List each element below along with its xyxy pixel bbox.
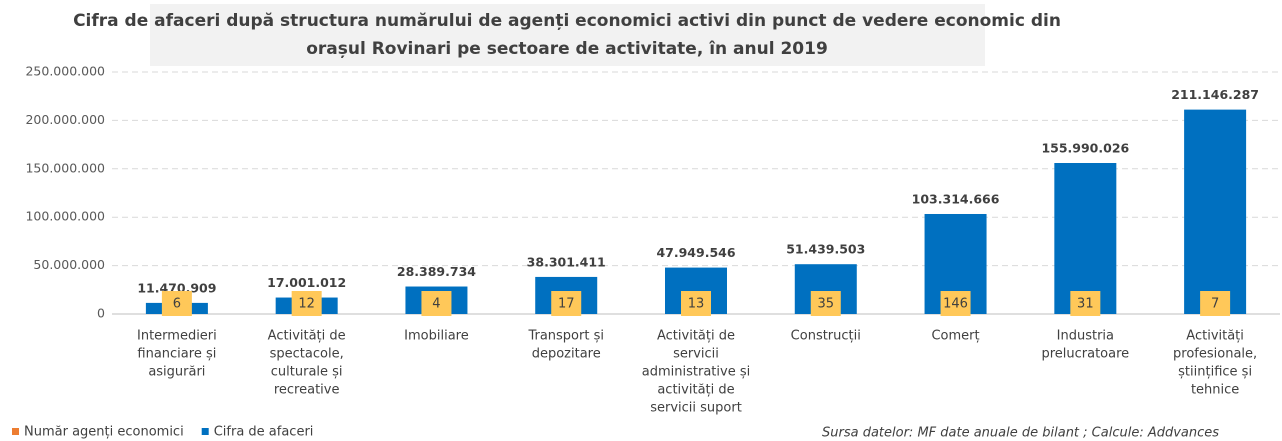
x-tick-label: Imobiliare: [404, 329, 469, 344]
x-tick-label: Transport și: [527, 329, 604, 344]
y-tick-label: 150.000.000: [25, 160, 105, 175]
count-label-box: [421, 291, 452, 316]
x-tick-label: profesionale,: [1173, 347, 1257, 362]
count-label: 12: [298, 297, 315, 312]
x-tick-label: Comerț: [931, 329, 979, 344]
value-label: 211.146.287: [1171, 87, 1259, 102]
x-tick-label: Construcții: [791, 329, 861, 344]
count-label-box: [810, 291, 841, 316]
value-label: 51.439.503: [786, 242, 865, 257]
x-tick-label: Intermedieri: [137, 329, 217, 344]
legend-swatch: [201, 428, 209, 435]
value-label: 11.470.909: [137, 280, 216, 295]
source-note: Sursa datelor: MF date anuale de bilant …: [822, 426, 1219, 441]
count-label-box: [291, 291, 322, 316]
chart-title: Cifra de afaceri după structura numărulu…: [73, 11, 1061, 31]
x-tick-label: financiare și: [137, 347, 216, 362]
x-tick-label: recreative: [274, 383, 340, 398]
x-tick-label: depozitare: [532, 347, 601, 362]
y-tick-label: 250.000.000: [25, 64, 105, 79]
count-label: 7: [1211, 297, 1219, 312]
chart-title: orașul Rovinari pe sectoare de activitat…: [306, 39, 828, 59]
count-label-box: [1200, 291, 1231, 316]
x-tick-label: spectacole,: [270, 347, 344, 362]
x-tick-label: activități de: [657, 383, 734, 398]
count-label-box: [1070, 291, 1101, 316]
x-tick-label: asigurări: [148, 365, 205, 380]
bar: [1054, 163, 1117, 314]
value-label: 155.990.026: [1041, 141, 1129, 156]
value-label: 38.301.411: [527, 254, 606, 269]
value-label: 47.949.546: [656, 245, 735, 260]
legend-swatch: [12, 428, 19, 435]
x-tick-label: Activități de: [268, 329, 346, 344]
x-tick-label: științifice și: [1178, 365, 1252, 380]
count-label-box: [161, 291, 192, 316]
x-tick-label: Industria: [1057, 329, 1114, 344]
count-label: 35: [818, 297, 835, 312]
count-label: 17: [558, 297, 575, 312]
y-tick-label: 200.000.000: [25, 112, 105, 127]
x-tick-label: Activități: [1186, 329, 1244, 344]
count-label: 146: [943, 297, 968, 312]
value-label: 28.389.734: [397, 264, 476, 279]
y-tick-label: 50.000.000: [33, 257, 105, 272]
x-tick-label: administrative și: [642, 365, 750, 380]
y-tick-label: 0: [97, 306, 105, 321]
x-tick-label: prelucratoare: [1041, 347, 1129, 362]
legend-label: Număr agenți economici: [24, 425, 184, 440]
count-label-box: [681, 291, 711, 316]
count-label: 31: [1077, 297, 1094, 312]
legend-label: Cifra de afaceri: [214, 425, 314, 440]
x-tick-label: culturale și: [271, 365, 343, 380]
value-label: 17.001.012: [267, 275, 346, 290]
count-label: 13: [688, 297, 705, 312]
title-background: [150, 4, 985, 66]
count-label: 6: [173, 297, 181, 312]
count-label-box: [940, 291, 971, 316]
count-label-box: [551, 291, 582, 316]
bar: [1184, 109, 1247, 314]
y-tick-label: 100.000.000: [25, 209, 105, 224]
count-label: 4: [432, 297, 440, 312]
x-tick-label: tehnice: [1191, 383, 1239, 398]
value-label: 103.314.666: [912, 191, 1000, 206]
x-tick-label: servicii: [673, 347, 719, 362]
x-tick-label: servicii suport: [650, 401, 742, 416]
x-tick-label: Activități de: [657, 329, 735, 344]
